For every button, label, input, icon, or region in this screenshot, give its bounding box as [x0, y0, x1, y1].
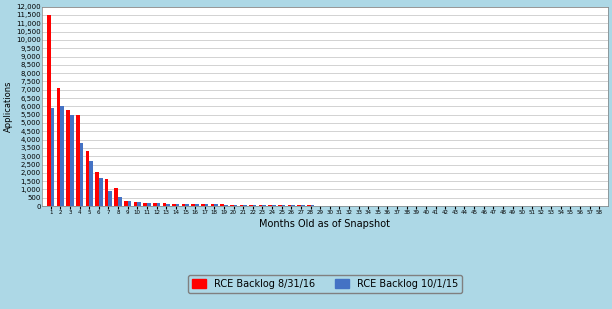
Bar [234, 205, 237, 206]
Bar [47, 15, 51, 206]
Bar [89, 161, 93, 206]
Bar [297, 205, 301, 206]
Bar [220, 205, 224, 206]
Bar [95, 172, 99, 206]
Bar [163, 204, 166, 206]
Bar [143, 203, 147, 206]
Bar [326, 205, 330, 206]
Bar [282, 205, 285, 206]
Bar [114, 188, 118, 206]
Bar [230, 205, 234, 206]
Bar [224, 205, 228, 206]
Bar [201, 204, 204, 206]
Bar [259, 205, 263, 206]
Bar [137, 202, 141, 206]
X-axis label: Months Old as of Snapshot: Months Old as of Snapshot [259, 219, 390, 229]
Bar [211, 204, 214, 206]
Bar [288, 205, 291, 206]
Bar [66, 110, 70, 206]
Bar [133, 202, 137, 206]
Y-axis label: Applications: Applications [4, 81, 13, 132]
Bar [61, 106, 64, 206]
Bar [316, 205, 320, 206]
Bar [76, 115, 80, 206]
Legend: RCE Backlog 8/31/16, RCE Backlog 10/1/15: RCE Backlog 8/31/16, RCE Backlog 10/1/15 [188, 275, 462, 293]
Bar [108, 191, 112, 206]
Bar [166, 204, 170, 206]
Bar [307, 205, 310, 206]
Bar [153, 203, 157, 206]
Bar [249, 205, 253, 206]
Bar [263, 205, 266, 206]
Bar [51, 108, 54, 206]
Bar [204, 204, 208, 206]
Bar [239, 205, 243, 206]
Bar [320, 205, 324, 206]
Bar [80, 143, 83, 206]
Bar [172, 204, 176, 206]
Bar [86, 151, 89, 206]
Bar [253, 205, 256, 206]
Bar [70, 115, 73, 206]
Bar [330, 205, 334, 206]
Bar [99, 178, 102, 206]
Bar [278, 205, 282, 206]
Bar [214, 204, 218, 206]
Bar [176, 204, 179, 206]
Bar [128, 201, 132, 206]
Bar [118, 197, 122, 206]
Bar [269, 205, 272, 206]
Bar [243, 205, 247, 206]
Bar [147, 203, 151, 206]
Bar [310, 205, 314, 206]
Bar [182, 204, 185, 206]
Bar [301, 205, 305, 206]
Bar [185, 204, 189, 206]
Bar [57, 88, 61, 206]
Bar [124, 201, 128, 206]
Bar [105, 180, 108, 206]
Bar [192, 204, 195, 206]
Bar [291, 205, 295, 206]
Bar [157, 203, 160, 206]
Bar [195, 204, 199, 206]
Bar [272, 205, 275, 206]
